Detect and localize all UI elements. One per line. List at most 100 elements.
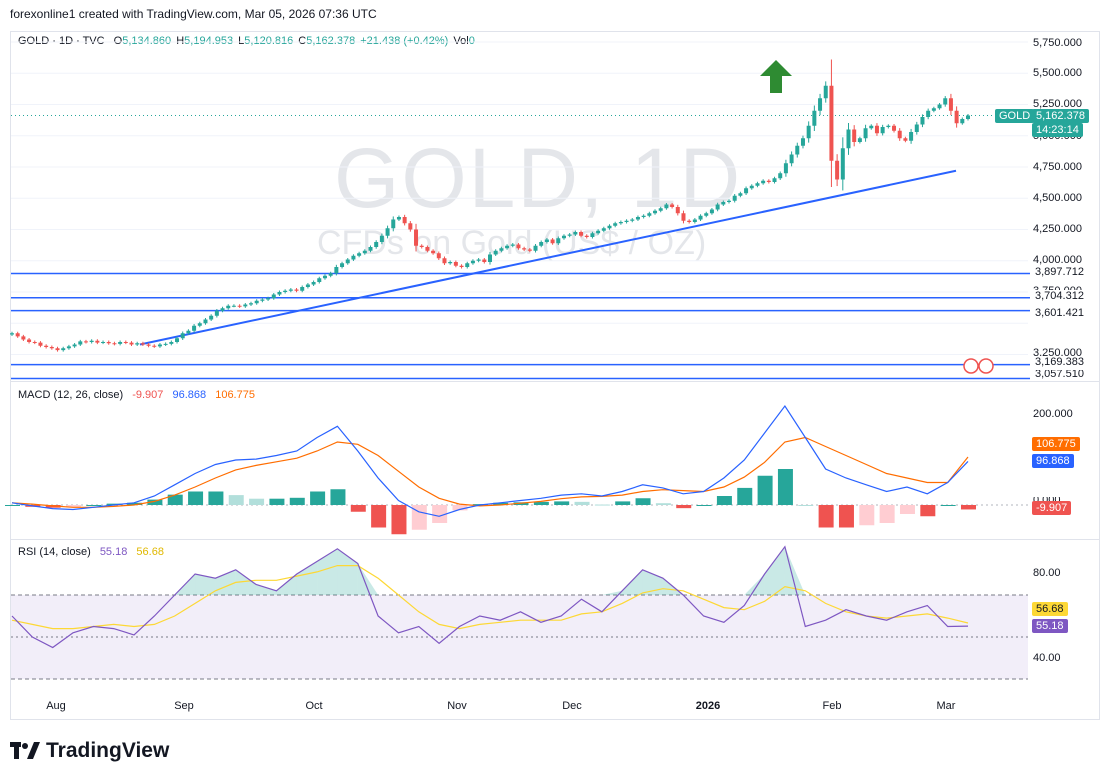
level-label: 3,897.712 (1032, 266, 1087, 278)
macd-histogram-bar (86, 505, 102, 506)
candle-body (869, 125, 874, 129)
rsi-legend-name[interactable]: RSI (14, close) (18, 546, 91, 558)
candle-body (874, 125, 879, 134)
candle-body (510, 244, 515, 246)
macd-histogram-bar (594, 504, 610, 506)
macd-axis-label: 200.000 (1033, 408, 1073, 420)
candle-body (311, 282, 316, 285)
candle-body (101, 342, 106, 343)
candle-body (522, 248, 527, 250)
candle-body (664, 204, 669, 209)
candle-body (818, 98, 823, 111)
candle-body (607, 225, 612, 229)
candle-body (966, 115, 970, 119)
candle-body (892, 125, 897, 131)
candle-body (573, 232, 578, 235)
candle-body (493, 250, 498, 255)
vol-value: 0 (468, 35, 475, 47)
candle-body (106, 342, 111, 344)
pane-separator-rsi[interactable] (10, 539, 1100, 540)
candle-body (709, 209, 714, 214)
candle-body (516, 244, 521, 249)
candle-body (897, 130, 902, 139)
watermark-title: GOLD, 1D (334, 131, 743, 225)
macd-histogram-bar (655, 503, 671, 505)
rsi-overbought-fill (195, 574, 216, 595)
macd-histogram-bar (310, 491, 326, 505)
candle-body (209, 315, 214, 320)
macd-histogram-bar (411, 505, 427, 530)
macd-legend-signal: 106.775 (215, 389, 255, 401)
candle-body (192, 325, 197, 331)
candle-body (442, 258, 447, 264)
macd-line (11, 404, 969, 517)
candle-body (505, 245, 510, 249)
candle-body (772, 178, 777, 182)
rsi-overbought-fill (784, 546, 806, 595)
candle-body (305, 284, 310, 287)
macd-histogram-bar (899, 505, 915, 514)
chart-attribution: forexonline1 created with TradingView.co… (10, 7, 377, 21)
macd-histogram-bar (127, 502, 143, 505)
macd-histogram-bar (716, 496, 732, 505)
candle-body (539, 242, 544, 246)
candle-body (135, 343, 140, 345)
candle-body (10, 333, 14, 335)
macd-histogram-bar (838, 505, 854, 528)
ohlc-h-label: H (176, 35, 185, 47)
rsi-line (11, 545, 969, 649)
candle-body (21, 336, 26, 340)
event-flag-icon (963, 358, 979, 374)
candle-body (954, 110, 959, 124)
candle-body (533, 245, 538, 251)
candle-body (112, 343, 117, 345)
candle-body (857, 138, 862, 142)
macd-histogram-bar (961, 505, 976, 510)
rsi-overbought-fill (642, 569, 663, 595)
macd-histogram-bar (147, 499, 163, 505)
candle-body (379, 235, 384, 242)
candle-body (727, 200, 731, 202)
rsi-ma-tag: 56.68 (1032, 602, 1068, 616)
macd-histogram-bar (391, 505, 407, 535)
macd-legend-name[interactable]: MACD (12, 26, close) (18, 389, 124, 401)
macd-signal-line (11, 436, 969, 508)
candle-body (829, 85, 834, 161)
candle-body (328, 273, 333, 276)
macd-histogram-bar (269, 498, 285, 505)
candle-body (852, 129, 857, 142)
candle-body (408, 223, 413, 230)
symbol-info[interactable]: GOLD · 1D · TVC (18, 35, 105, 47)
macd-histogram-bar (66, 505, 82, 508)
time-axis-label: Feb (822, 700, 842, 712)
candle-body (812, 110, 817, 126)
rsi-overbought-fill (235, 569, 257, 595)
candle-body (288, 289, 293, 291)
candle-body (692, 219, 697, 222)
tradingview-brand[interactable]: TradingView (10, 739, 169, 763)
candle-body (385, 228, 390, 236)
candle-body (561, 235, 566, 239)
macd-histogram-bar (350, 505, 366, 512)
rsi-overbought-fill (276, 574, 297, 595)
candle-body (675, 207, 680, 214)
candle-body (721, 202, 726, 205)
candle-body (783, 163, 788, 174)
time-axis-label: Oct (305, 700, 323, 712)
macd-histogram-bar (106, 503, 122, 505)
macd-histogram-bar (167, 494, 183, 505)
macd-histogram-bar (676, 505, 692, 509)
pane-separator-macd[interactable] (10, 381, 1100, 382)
last-price-tag: 5,162.378 (1032, 109, 1089, 123)
candle-body (83, 341, 88, 343)
candle-body (755, 183, 760, 186)
candle-body (38, 342, 43, 346)
candle-body (345, 259, 350, 264)
candle-body (157, 344, 162, 347)
macd-histogram-bar (5, 505, 20, 506)
price-axis-label: 4,750.000 (1033, 161, 1082, 173)
trendline (139, 169, 957, 346)
candle-body (425, 247, 430, 251)
candle-body (618, 222, 623, 224)
